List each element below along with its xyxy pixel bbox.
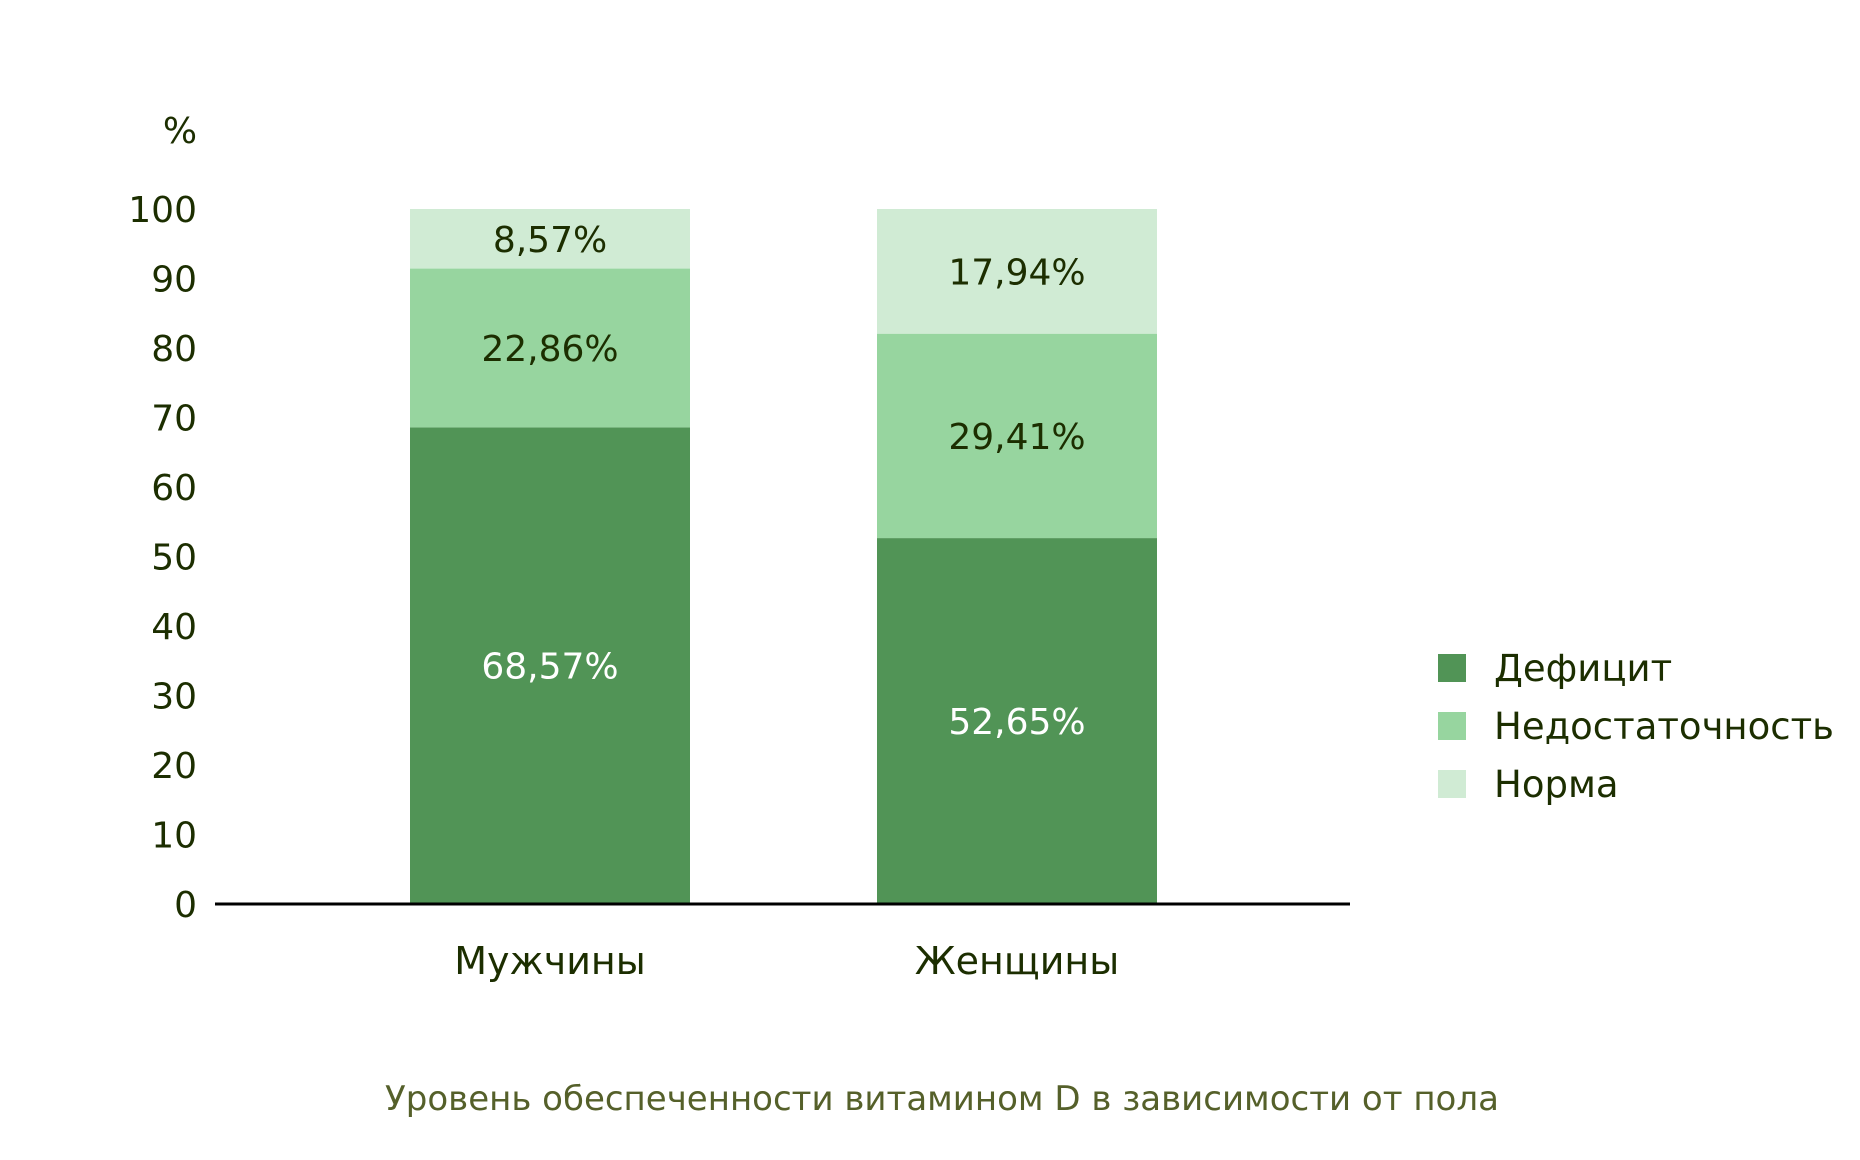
legend-label: Норма [1494, 763, 1619, 806]
bar-segment [877, 538, 1157, 904]
y-axis-ticks: 0 10 20 30 40 50 60 70 80 90 100 [128, 190, 197, 926]
y-tick-label: 0 [174, 885, 197, 926]
bar-segment [410, 268, 690, 428]
x-axis-categories: Мужчины Женщины [454, 939, 1119, 983]
chart-caption: Уровень обеспеченности витамином D в зав… [385, 1079, 1499, 1119]
y-tick-label: 100 [128, 190, 197, 231]
legend: Дефицит Недостаточность Норма [1438, 647, 1834, 806]
x-category-label: Мужчины [454, 939, 646, 983]
bar-data-label: 8,57% [493, 220, 607, 261]
y-tick-label: 60 [151, 468, 197, 509]
legend-swatch [1438, 712, 1466, 740]
bar-segment [877, 333, 1157, 539]
bar-data-label: 17,94% [948, 252, 1085, 293]
y-tick-label: 90 [151, 260, 197, 301]
bar-data-label: 68,57% [481, 647, 618, 688]
legend-label: Недостаточность [1494, 705, 1834, 748]
bar-segment [410, 209, 690, 269]
bar-data-label: 52,65% [948, 702, 1085, 743]
y-tick-label: 70 [151, 399, 197, 440]
y-tick-label: 20 [151, 746, 197, 787]
legend-label: Дефицит [1494, 647, 1672, 690]
bars: 68,57% 22,86% 8,57% 52,65% 29,41% 17,94% [410, 209, 1157, 904]
x-category-label: Женщины [915, 939, 1120, 983]
y-tick-label: 30 [151, 677, 197, 718]
y-tick-label: 80 [151, 329, 197, 370]
y-tick-label: 10 [151, 816, 197, 857]
bar-segment [877, 209, 1157, 334]
bar-data-label: 29,41% [948, 417, 1085, 458]
y-tick-label: 40 [151, 607, 197, 648]
legend-swatch [1438, 654, 1466, 682]
bar-segment [410, 427, 690, 904]
bar-data-label: 22,86% [481, 329, 618, 370]
y-axis-unit-label: % [163, 111, 197, 152]
legend-swatch [1438, 770, 1466, 798]
y-tick-label: 50 [151, 538, 197, 579]
